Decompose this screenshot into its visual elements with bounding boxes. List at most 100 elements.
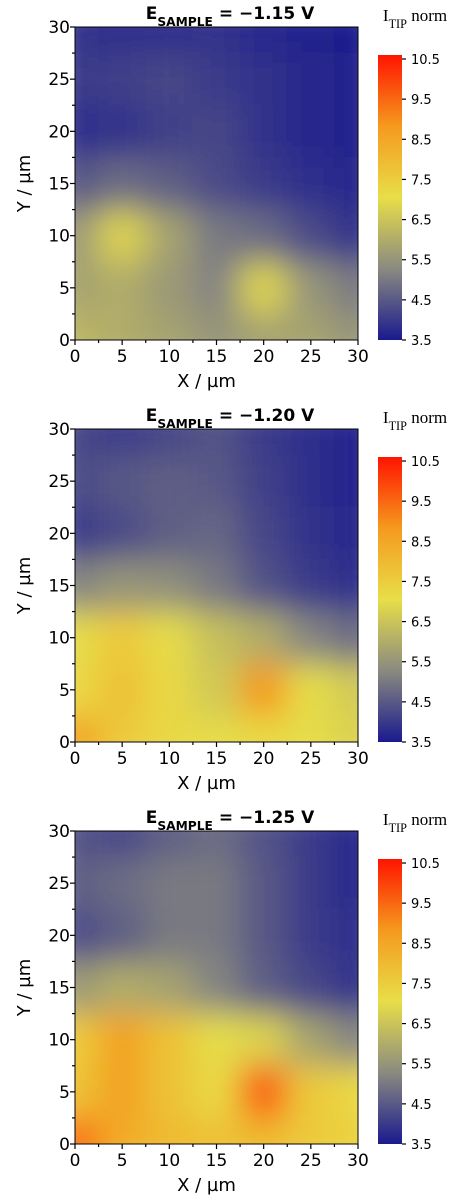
heatmap-cell — [333, 104, 358, 158]
heatmap-cell — [145, 611, 194, 665]
chart-title-sub: SAMPLE — [157, 819, 213, 833]
heatmap-cell — [98, 506, 147, 560]
colorbar-tick-label: 9.5 — [411, 93, 432, 108]
heatmap-cell — [239, 960, 288, 1015]
heatmap-cell — [145, 1013, 194, 1067]
y-tick-label: 5 — [59, 1083, 70, 1103]
heatmap-cell — [75, 52, 100, 106]
heatmap-cell — [75, 429, 100, 456]
colorbar-tick-label: 4.5 — [411, 294, 432, 309]
heatmap-cell — [145, 908, 194, 962]
x-tick-label: 5 — [117, 749, 128, 769]
heatmap-cell — [239, 715, 288, 742]
heatmap-area — [75, 429, 358, 742]
x-tick-label: 20 — [253, 1151, 275, 1171]
heatmap-cell — [239, 313, 288, 340]
heatmap-cell — [333, 506, 358, 560]
heatmap-cell — [333, 831, 358, 858]
colorbar-tick-label: 8.5 — [411, 133, 432, 148]
colorbar — [378, 859, 402, 1144]
heatmap-cell — [192, 663, 241, 717]
heatmap-cell — [98, 313, 147, 340]
heatmap-cell — [239, 1117, 288, 1144]
chart-title-rest: = −1.25 V — [213, 808, 315, 828]
x-tick-label: 0 — [70, 347, 81, 367]
y-axis-label: Y / µm — [14, 557, 35, 616]
colorbar-tick-label: 8.5 — [411, 535, 432, 550]
heatmap-cell — [145, 454, 194, 508]
heatmap-area — [75, 831, 358, 1144]
chart-title: ESAMPLE = −1.20 V — [146, 406, 315, 431]
heatmap-cell — [286, 715, 335, 742]
heatmap-cell — [192, 27, 241, 54]
heatmap-cell — [75, 104, 100, 158]
heatmap-cell — [286, 506, 335, 560]
chart-title-main: E — [146, 406, 158, 426]
colorbar-tick-label: 10.5 — [411, 455, 440, 470]
heatmap-cell — [333, 313, 358, 340]
x-tick-label: 5 — [117, 347, 128, 367]
heatmap-cell — [75, 1065, 100, 1119]
heatmap-cell — [145, 261, 194, 315]
heatmap-cell — [98, 261, 147, 315]
chart-title-sub: SAMPLE — [157, 15, 213, 29]
y-tick-label: 15 — [48, 979, 70, 999]
y-tick-label: 15 — [48, 175, 70, 195]
heatmap-cell — [145, 209, 194, 263]
heatmap-cell — [239, 156, 288, 211]
heatmap-cell — [75, 1013, 100, 1067]
heatmap-cell — [239, 261, 288, 315]
y-tick-label: 30 — [48, 18, 70, 38]
colorbar-title-rest: norm — [407, 408, 447, 427]
y-tick-label: 25 — [48, 472, 70, 492]
heatmap-cell — [286, 27, 335, 54]
heatmap-cell — [286, 429, 335, 456]
y-axis-label: Y / µm — [14, 959, 35, 1018]
heatmap-cell — [145, 663, 194, 717]
x-axis-label: X / µm — [177, 1175, 236, 1196]
y-tick-label: 20 — [48, 926, 70, 946]
heatmap-cell — [239, 908, 288, 962]
heatmap-cell — [75, 313, 100, 340]
heatmap-cell — [98, 429, 147, 456]
heatmap-cell — [333, 454, 358, 508]
x-tick-label: 30 — [347, 347, 369, 367]
x-tick-label: 25 — [300, 1151, 322, 1171]
heatmap-cell — [192, 611, 241, 665]
heatmap-cell — [239, 611, 288, 665]
heatmap-cell — [98, 908, 147, 962]
x-tick-label: 20 — [253, 347, 275, 367]
x-tick-label: 5 — [117, 1151, 128, 1171]
colorbar-title: ITIP norm — [383, 408, 447, 433]
x-tick-label: 10 — [159, 1151, 181, 1171]
colorbar-title-main: I — [383, 6, 389, 25]
heatmap-cell — [286, 1065, 335, 1119]
x-tick-label: 20 — [253, 749, 275, 769]
heatmap-cell — [192, 715, 241, 742]
heatmap-cell — [239, 856, 288, 910]
heatmap-cell — [98, 558, 147, 613]
heatmap-cell — [333, 558, 358, 613]
heatmap-cell — [192, 261, 241, 315]
heatmap-cell — [75, 156, 100, 211]
heatmap-cell — [286, 856, 335, 910]
heatmap-cell — [145, 104, 194, 158]
heatmap-cell — [239, 558, 288, 613]
heatmap-cell — [75, 715, 100, 742]
panel: 0 5 10 15 20 25 30 0 5 10 15 20 25 30 X / µm Y / µm ESAM… — [14, 406, 447, 794]
heatmap-cell — [239, 27, 288, 54]
heatmap-cell — [239, 454, 288, 508]
heatmap-cell — [192, 454, 241, 508]
y-tick-label: 5 — [59, 279, 70, 299]
heatmap-cell — [286, 611, 335, 665]
heatmap-cell — [192, 209, 241, 263]
x-tick-label: 30 — [347, 749, 369, 769]
colorbar-tick-label: 9.5 — [411, 897, 432, 912]
heatmap-cell — [333, 429, 358, 456]
heatmap-cell — [333, 1117, 358, 1144]
x-tick-label: 0 — [70, 1151, 81, 1171]
heatmap-cell — [98, 715, 147, 742]
heatmap-cell — [75, 856, 100, 910]
heatmap-cell — [333, 663, 358, 717]
heatmap-cell — [192, 1117, 241, 1144]
